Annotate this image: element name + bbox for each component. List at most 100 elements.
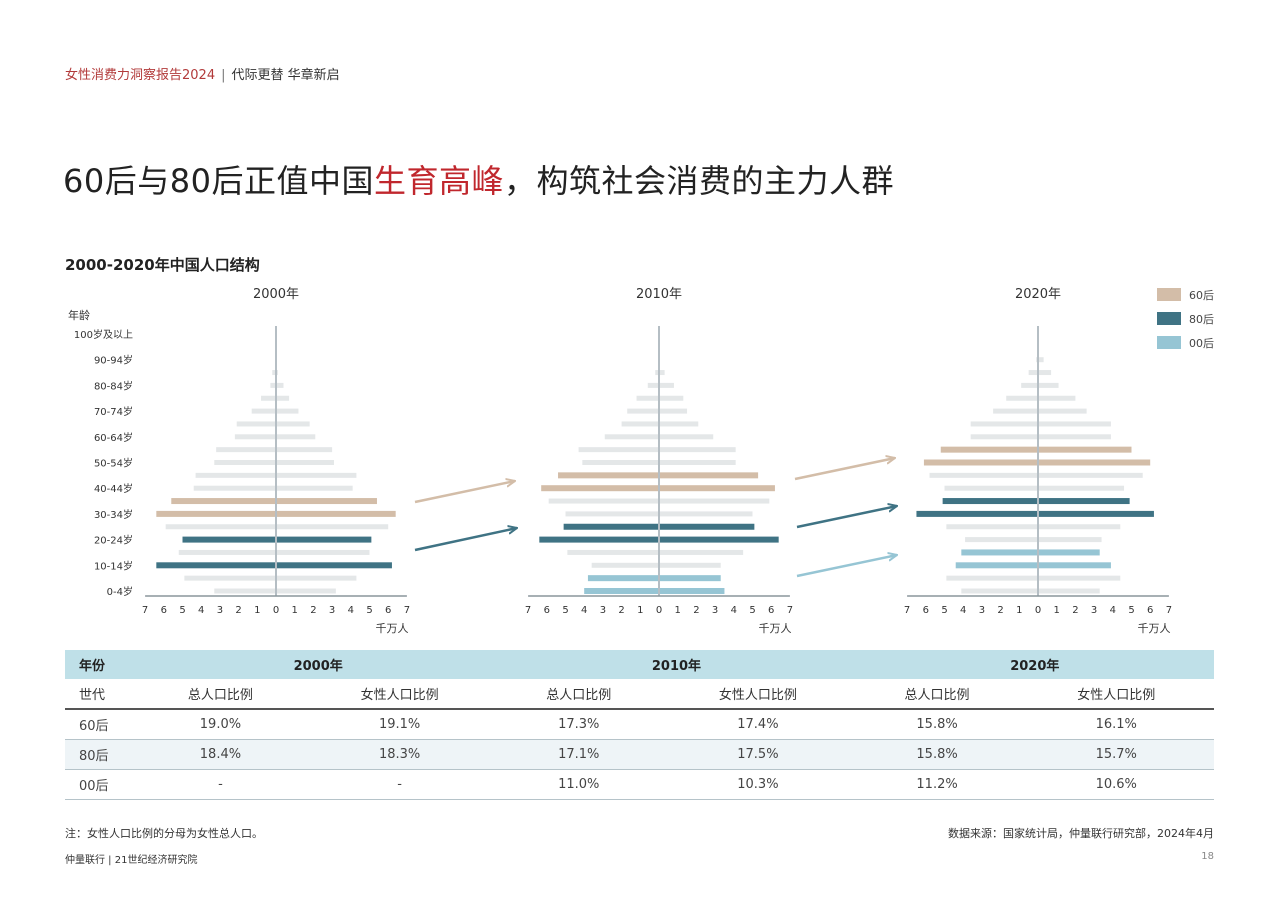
bar-left: [261, 395, 276, 401]
table-year-header: 2020年: [855, 650, 1214, 679]
table-row: 80后 18.4% 18.3% 17.1% 17.5% 15.8% 15.7%: [65, 739, 1214, 770]
bar-left: [565, 511, 659, 517]
x-tick-label: 5: [179, 605, 185, 616]
bar-left: [944, 485, 1038, 491]
bar-right: [276, 447, 333, 453]
bar-left: [548, 498, 659, 504]
x-tick-label: 0: [273, 605, 279, 616]
bar-left: [961, 549, 1038, 556]
table-cell: 11.2%: [855, 769, 1019, 800]
table-metric-header: 女性人口比例: [1018, 679, 1214, 710]
bar-right: [276, 485, 353, 491]
bar-right: [276, 472, 357, 478]
age-tick-label: 10-14岁: [94, 559, 133, 572]
table-cell-generation: 60后: [65, 709, 139, 740]
y-axis-label: 年龄: [68, 308, 90, 322]
bar-left: [965, 537, 1038, 543]
x-tick-label: 5: [562, 605, 568, 616]
bar-left: [195, 472, 276, 478]
bar-right: [659, 382, 674, 388]
table-cell: 18.3%: [301, 739, 498, 770]
bar-left: [627, 408, 659, 414]
bar-left: [272, 370, 276, 376]
x-tick-label: 4: [731, 605, 737, 616]
data-source: 数据来源：国家统计局，仲量联行研究部，2024年4月: [948, 827, 1214, 840]
bar-right: [1038, 421, 1111, 427]
table-subheader-row: 世代 总人口比例 女性人口比例 总人口比例 女性人口比例 总人口比例 女性人口比…: [65, 679, 1214, 710]
legend-label-00s: 00后: [1189, 337, 1214, 350]
table-metric-header: 女性人口比例: [301, 679, 498, 710]
bar-right: [659, 588, 725, 594]
table-cell: 17.3%: [497, 709, 661, 740]
age-tick-label: 100岁及以上: [74, 328, 133, 341]
bar-right: [1038, 588, 1100, 594]
bar-left: [156, 510, 276, 517]
pyramid-1: 2010年 7 6 5 4 3 2 1 0 1 2 3 4 5 6 7 千万人: [525, 287, 793, 635]
x-tick-label: 1: [1016, 605, 1022, 616]
page-number: 18: [1201, 851, 1214, 862]
bar-left: [234, 434, 276, 440]
bar-right: [659, 421, 699, 427]
bar-right: [1038, 472, 1143, 478]
bar-left: [567, 549, 659, 555]
bar-left: [946, 524, 1038, 530]
table-cell: 15.7%: [1018, 739, 1214, 770]
x-tick-label: 4: [1110, 605, 1116, 616]
age-tick-label: 40-44岁: [94, 482, 133, 495]
legend-label-60s: 60后: [1189, 289, 1214, 302]
report-brand: 女性消费力洞察报告2024: [65, 68, 216, 83]
bar-left: [558, 472, 659, 479]
bar-right: [1038, 562, 1111, 569]
x-tick-label: 6: [923, 605, 929, 616]
x-tick-label: 7: [404, 605, 410, 616]
bar-left: [563, 523, 659, 530]
x-unit-label: 千万人: [1138, 622, 1171, 635]
bar-left: [539, 536, 659, 543]
x-tick-label: 2: [618, 605, 624, 616]
x-tick-label: 4: [960, 605, 966, 616]
legend-swatch-80s: [1157, 312, 1181, 325]
bar-right: [659, 472, 759, 479]
bar-right: [276, 588, 336, 594]
table-cell: 16.1%: [1018, 709, 1214, 740]
report-subtitle: 代际更替 华章新启: [231, 68, 340, 83]
title-part-2: ，构筑社会消费的主力人群: [503, 162, 894, 200]
bar-left: [182, 536, 276, 543]
bar-right: [276, 421, 310, 427]
table-cell: 17.4%: [660, 709, 856, 740]
bar-right: [276, 549, 370, 555]
x-tick-label: 3: [217, 605, 223, 616]
bar-right: [276, 536, 372, 543]
x-tick-label: 2: [310, 605, 316, 616]
table-cell-generation: 80后: [65, 739, 139, 770]
bar-left: [270, 382, 276, 388]
table-cell: 18.4%: [139, 739, 302, 770]
table-cell: -: [301, 769, 498, 800]
bar-left: [946, 575, 1038, 581]
x-tick-label: 7: [787, 605, 793, 616]
bar-left: [970, 434, 1038, 440]
x-unit-label: 千万人: [376, 622, 409, 635]
x-tick-label: 1: [675, 605, 681, 616]
age-tick-label: 50-54岁: [94, 457, 133, 470]
bar-right: [276, 524, 389, 530]
arrow-60s-2000-2010: [414, 481, 515, 504]
bar-left: [621, 421, 659, 427]
bar-left: [236, 421, 276, 427]
bar-right: [1038, 395, 1076, 401]
bar-left: [970, 421, 1038, 427]
age-tick-label: 70-74岁: [94, 405, 133, 418]
table-cell-generation: 00后: [65, 769, 139, 800]
x-tick-label: 7: [904, 605, 910, 616]
age-tick-label: 80-84岁: [94, 379, 133, 392]
bar-left: [993, 408, 1038, 414]
x-tick-label: 6: [544, 605, 550, 616]
bar-right: [1038, 459, 1151, 466]
bar-right: [1038, 524, 1121, 530]
bar-right: [659, 434, 714, 440]
arrow-00s-2010-2020: [796, 555, 897, 578]
bar-right: [276, 460, 334, 465]
x-tick-label: 2: [997, 605, 1003, 616]
x-tick-label: 5: [1128, 605, 1134, 616]
arrow-80s-2010-2020: [796, 506, 897, 529]
